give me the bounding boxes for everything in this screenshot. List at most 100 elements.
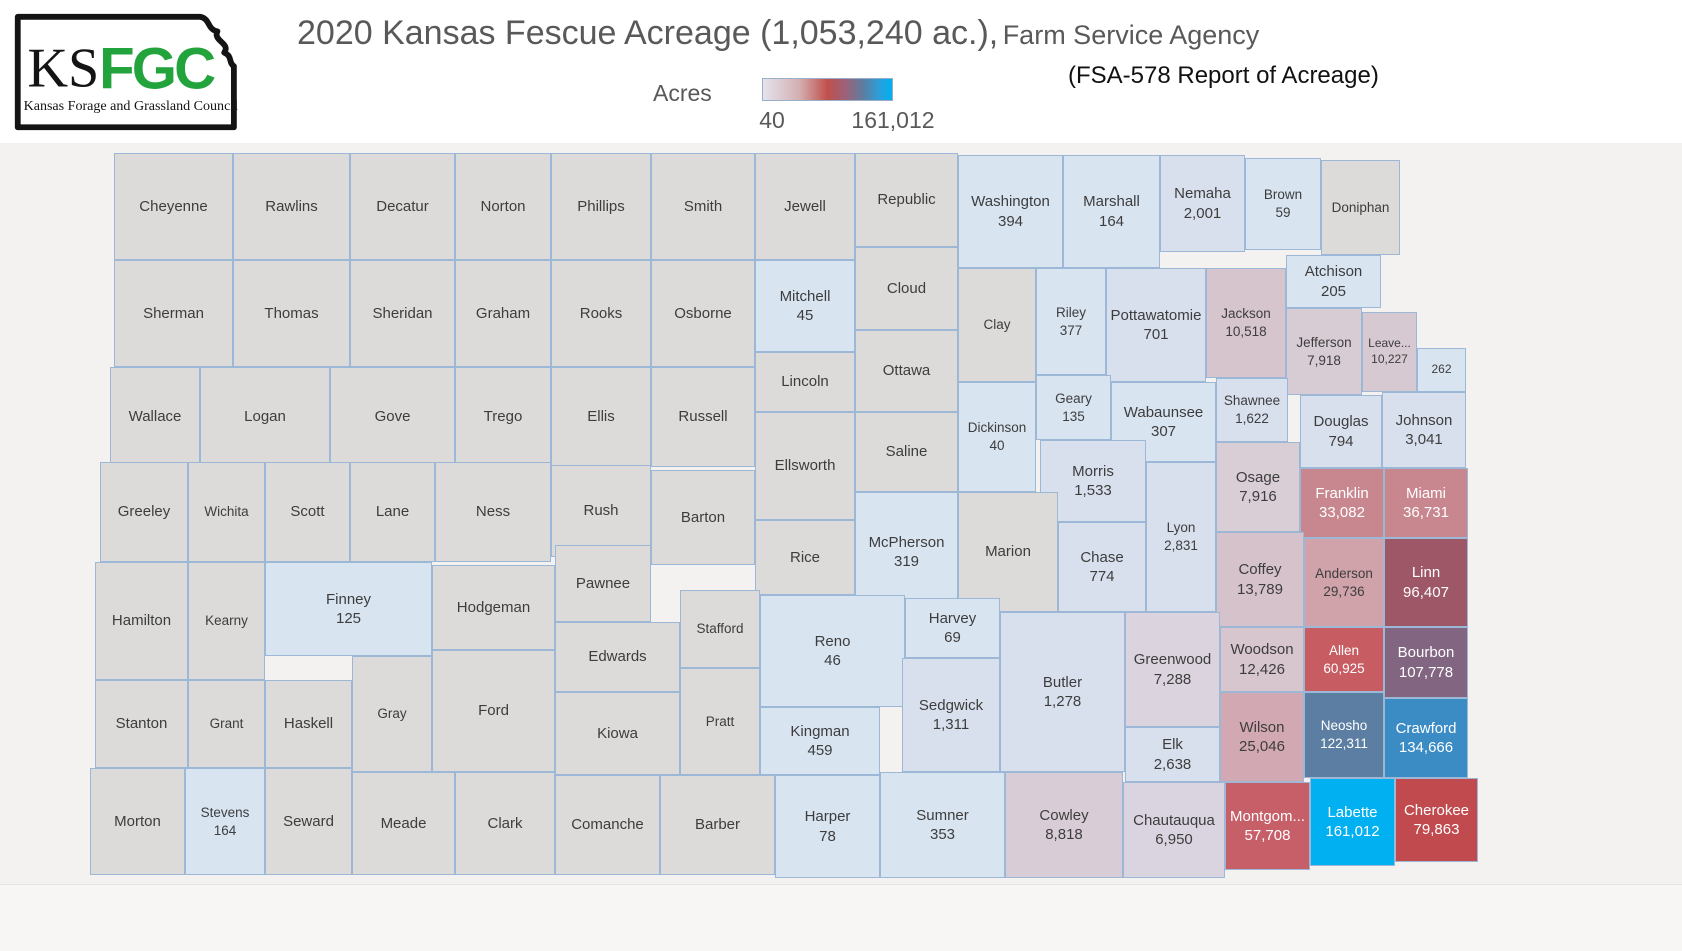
county-thomas[interactable]: Thomas	[233, 260, 350, 367]
county-rooks[interactable]: Rooks	[551, 260, 651, 367]
county-kingman[interactable]: Kingman 459	[760, 707, 880, 775]
county-jefferson[interactable]: Jefferson 7,918	[1286, 308, 1362, 395]
county-ottawa[interactable]: Ottawa	[855, 330, 958, 412]
county-pottawatomie[interactable]: Pottawatomie 701	[1106, 268, 1206, 382]
county-rush[interactable]: Rush	[551, 465, 651, 557]
county-bourbon[interactable]: Bourbon 107,778	[1384, 627, 1468, 698]
county-gray[interactable]: Gray	[352, 656, 432, 772]
county-shawnee[interactable]: Shawnee 1,622	[1216, 378, 1288, 442]
county-ness[interactable]: Ness	[435, 462, 551, 562]
county-gove[interactable]: Gove	[330, 367, 455, 467]
county-clark[interactable]: Clark	[455, 772, 555, 875]
county-stafford[interactable]: Stafford	[680, 590, 760, 668]
county-wilson[interactable]: Wilson 25,046	[1220, 692, 1304, 782]
county-miami[interactable]: Miami 36,731	[1384, 468, 1468, 538]
county-sheridan[interactable]: Sheridan	[350, 260, 455, 367]
county-osage[interactable]: Osage 7,916	[1216, 442, 1300, 532]
county-brown[interactable]: Brown 59	[1245, 158, 1321, 250]
county-anderson[interactable]: Anderson 29,736	[1304, 538, 1384, 627]
county-trego[interactable]: Trego	[455, 367, 551, 467]
county-neosho[interactable]: Neosho 122,311	[1304, 692, 1384, 778]
county-jewell[interactable]: Jewell	[755, 153, 855, 260]
county-geary[interactable]: Geary 135	[1036, 375, 1111, 440]
county-harper[interactable]: Harper 78	[775, 775, 880, 878]
county-washington[interactable]: Washington 394	[958, 155, 1063, 268]
county-grant[interactable]: Grant	[188, 680, 265, 768]
county-woodson[interactable]: Woodson 12,426	[1220, 627, 1304, 692]
county-chase[interactable]: Chase 774	[1058, 522, 1146, 612]
county-douglas[interactable]: Douglas 794	[1300, 395, 1382, 468]
county-greenwood[interactable]: Greenwood 7,288	[1125, 612, 1220, 727]
county-mitchell[interactable]: Mitchell 45	[755, 260, 855, 352]
county-lincoln[interactable]: Lincoln	[755, 352, 855, 412]
county-barton[interactable]: Barton	[651, 470, 755, 565]
county-decatur[interactable]: Decatur	[350, 153, 455, 260]
county-butler[interactable]: Butler 1,278	[1000, 612, 1125, 772]
county-marshall[interactable]: Marshall 164	[1063, 155, 1160, 268]
county-lyon[interactable]: Lyon 2,831	[1146, 462, 1216, 612]
county-pawnee[interactable]: Pawnee	[555, 545, 651, 622]
county-meade[interactable]: Meade	[352, 772, 455, 875]
county-osborne[interactable]: Osborne	[651, 260, 755, 367]
county-johnson[interactable]: Johnson 3,041	[1382, 392, 1466, 468]
county-harvey[interactable]: Harvey 69	[905, 598, 1000, 658]
county-linn[interactable]: Linn 96,407	[1384, 538, 1468, 627]
county-clay[interactable]: Clay	[958, 268, 1036, 382]
county-kearny[interactable]: Kearny	[188, 562, 265, 680]
county-phillips[interactable]: Phillips	[551, 153, 651, 260]
county-doniphan[interactable]: Doniphan	[1321, 160, 1400, 255]
county-dickinson[interactable]: Dickinson 40	[958, 382, 1036, 492]
county-norton[interactable]: Norton	[455, 153, 551, 260]
county-finney[interactable]: Finney 125	[265, 562, 432, 656]
county-jackson[interactable]: Jackson 10,518	[1206, 268, 1286, 378]
county-rawlins[interactable]: Rawlins	[233, 153, 350, 260]
county-atchison[interactable]: Atchison 205	[1286, 255, 1381, 308]
county-kiowa[interactable]: Kiowa	[555, 692, 680, 775]
county-montgomery[interactable]: Montgom... 57,708	[1225, 782, 1310, 870]
county-smith[interactable]: Smith	[651, 153, 755, 260]
county-marion[interactable]: Marion	[958, 492, 1058, 612]
county-haskell[interactable]: Haskell	[265, 680, 352, 768]
county-allen[interactable]: Allen 60,925	[1304, 627, 1384, 692]
county-comanche[interactable]: Comanche	[555, 775, 660, 875]
county-hamilton[interactable]: Hamilton	[95, 562, 188, 680]
county-labette[interactable]: Labette 161,012	[1310, 778, 1395, 866]
county-coffey[interactable]: Coffey 13,789	[1216, 532, 1304, 627]
county-logan[interactable]: Logan	[200, 367, 330, 467]
county-reno[interactable]: Reno 46	[760, 595, 905, 707]
county-wichita[interactable]: Wichita	[188, 462, 265, 562]
county-sherman[interactable]: Sherman	[114, 260, 233, 367]
county-elk[interactable]: Elk 2,638	[1125, 727, 1220, 782]
county-wallace[interactable]: Wallace	[110, 367, 200, 467]
county-stanton[interactable]: Stanton	[95, 680, 188, 768]
county-crawford[interactable]: Crawford 134,666	[1384, 698, 1468, 778]
county-scott[interactable]: Scott	[265, 462, 350, 562]
county-cheyenne[interactable]: Cheyenne	[114, 153, 233, 260]
county-greeley[interactable]: Greeley	[100, 462, 188, 562]
county-saline[interactable]: Saline	[855, 412, 958, 492]
county-franklin[interactable]: Franklin 33,082	[1300, 468, 1384, 538]
county-wyandotte[interactable]: 262	[1417, 348, 1466, 392]
county-chautauqua[interactable]: Chautauqua 6,950	[1123, 782, 1225, 878]
county-cherokee[interactable]: Cherokee 79,863	[1395, 778, 1478, 862]
county-ellsworth[interactable]: Ellsworth	[755, 412, 855, 520]
county-edwards[interactable]: Edwards	[555, 622, 680, 692]
county-morton[interactable]: Morton	[90, 768, 185, 875]
county-russell[interactable]: Russell	[651, 367, 755, 467]
county-republic[interactable]: Republic	[855, 153, 958, 247]
county-sumner[interactable]: Sumner 353	[880, 772, 1005, 878]
county-cowley[interactable]: Cowley 8,818	[1005, 772, 1123, 878]
county-ford[interactable]: Ford	[432, 650, 555, 772]
county-leavenworth[interactable]: Leave... 10,227	[1362, 312, 1417, 392]
county-sedgwick[interactable]: Sedgwick 1,311	[902, 658, 1000, 772]
county-mcpherson[interactable]: McPherson 319	[855, 492, 958, 612]
county-nemaha[interactable]: Nemaha 2,001	[1160, 155, 1245, 252]
county-lane[interactable]: Lane	[350, 462, 435, 562]
county-barber[interactable]: Barber	[660, 775, 775, 875]
county-seward[interactable]: Seward	[265, 768, 352, 875]
county-cloud[interactable]: Cloud	[855, 247, 958, 330]
county-hodgeman[interactable]: Hodgeman	[432, 565, 555, 650]
county-pratt[interactable]: Pratt	[680, 668, 760, 775]
county-riley[interactable]: Riley 377	[1036, 268, 1106, 375]
county-stevens[interactable]: Stevens 164	[185, 768, 265, 875]
